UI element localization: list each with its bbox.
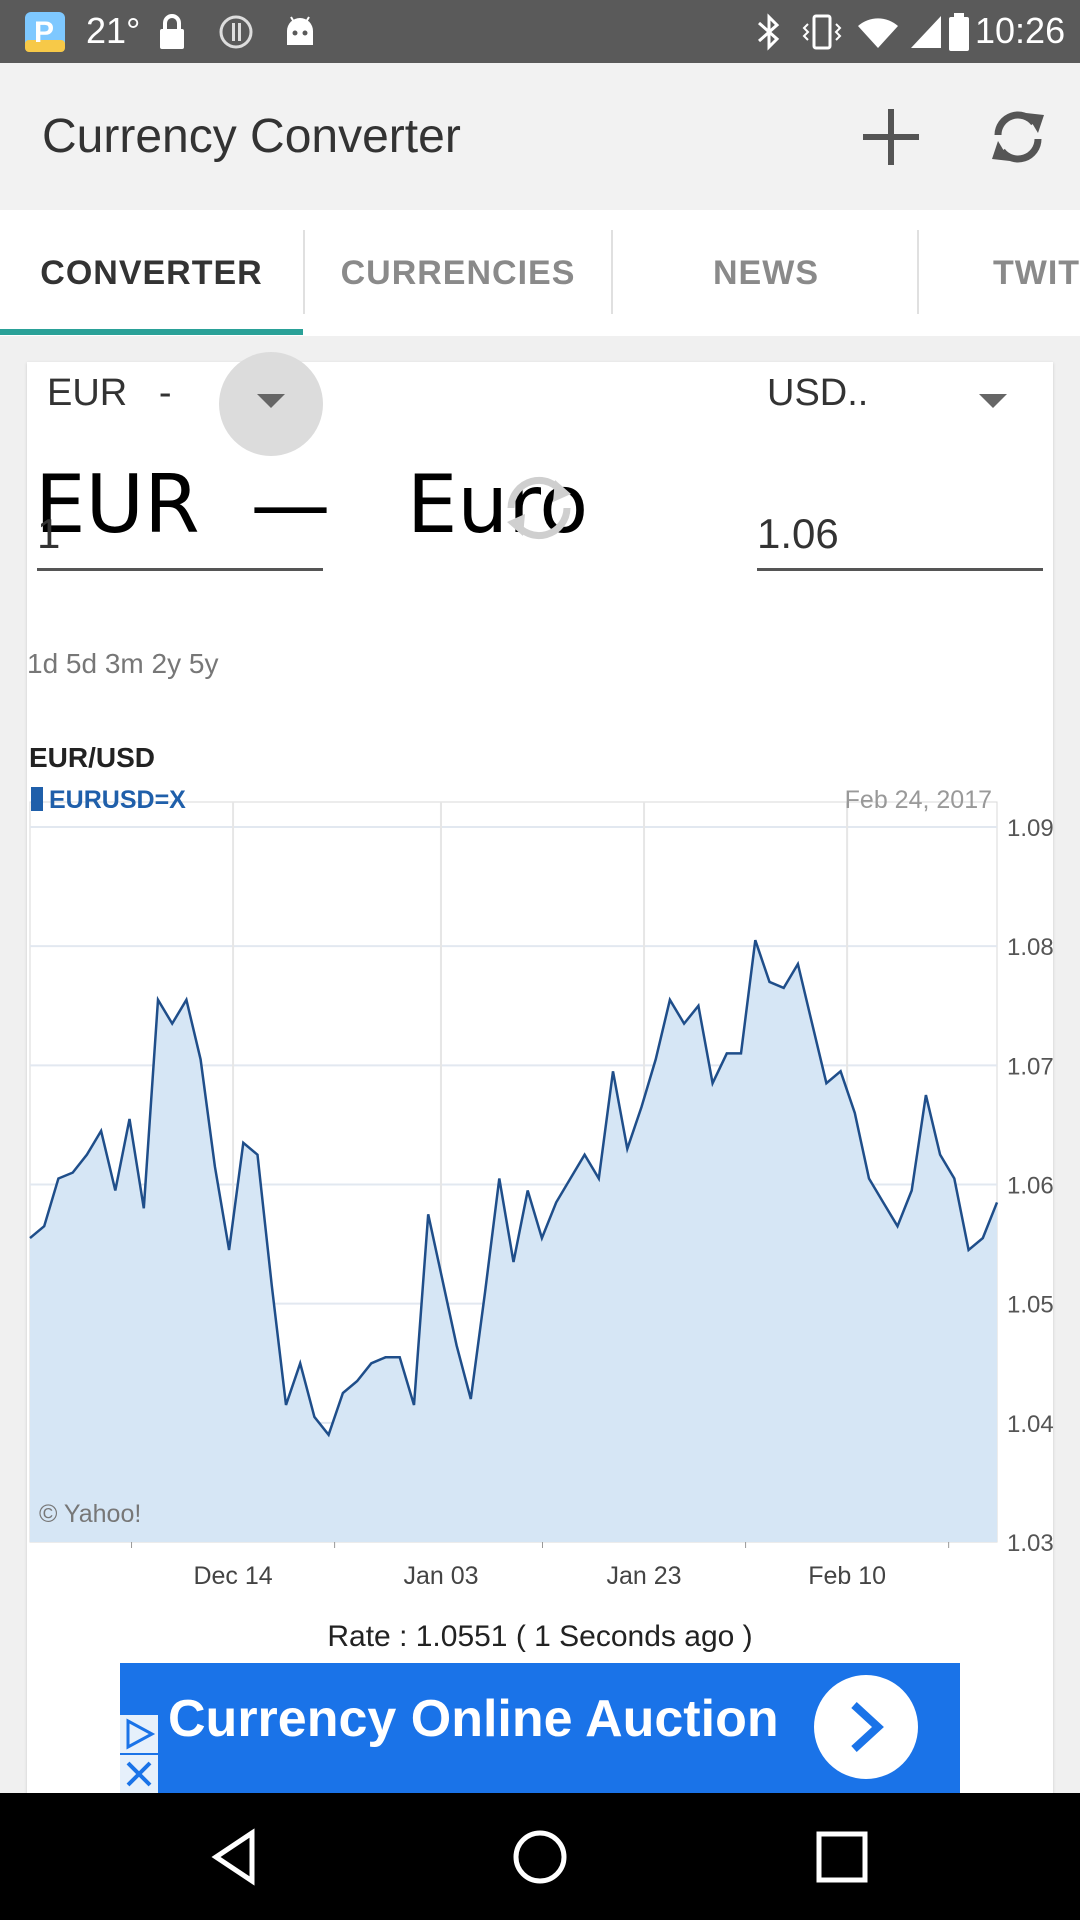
app-title: Currency Converter xyxy=(42,110,461,163)
android-icon xyxy=(282,12,318,52)
range-selector[interactable]: 1d 5d 3m 2y 5y xyxy=(27,648,219,679)
app-bar: Currency Converter xyxy=(0,63,1080,210)
chart-y-axis: 1.09 1.08 1.07 1.06 1.05 1.04 1.03 xyxy=(1007,815,1053,1557)
chart-title: EUR/USD xyxy=(29,742,155,773)
chart-y-tick-label: 1.06 xyxy=(1007,1173,1053,1200)
tab-divider xyxy=(303,230,305,314)
bluetooth-icon xyxy=(752,12,786,52)
ad-arrow-button[interactable] xyxy=(814,1675,918,1779)
tab-converter-label: CONVERTER xyxy=(40,253,263,292)
chart-y-tick-label: 1.07 xyxy=(1007,1053,1053,1080)
alert-icon xyxy=(218,12,254,52)
refresh-icon[interactable] xyxy=(982,101,1054,173)
currency-name-overlay: EUR — Euro xyxy=(35,458,589,551)
recents-icon[interactable] xyxy=(814,1829,870,1885)
add-icon[interactable] xyxy=(855,101,927,173)
chart-x-tick-label: Jan 23 xyxy=(607,1562,682,1590)
rate-text: Rate : 1.0551 ( 1 Seconds ago ) xyxy=(327,1620,753,1653)
to-amount-input[interactable]: 1.06 xyxy=(757,510,839,557)
home-icon[interactable] xyxy=(510,1827,570,1887)
tab-news[interactable]: NEWS xyxy=(613,210,919,336)
to-amount-underline xyxy=(757,568,1043,571)
tab-bar: CONVERTER CURRENCIES NEWS TWIT xyxy=(0,210,1080,336)
ad-text: Currency Online Auction xyxy=(168,1690,779,1748)
svg-text:P: P xyxy=(34,16,54,49)
chevron-down-icon xyxy=(257,394,285,408)
chart-y-tick-label: 1.04 xyxy=(1007,1411,1053,1438)
chart-area xyxy=(30,940,997,1542)
back-icon[interactable] xyxy=(206,1827,266,1887)
tab-currencies-label: CURRENCIES xyxy=(340,253,576,292)
signal-icon xyxy=(908,12,944,52)
tab-currencies[interactable]: CURRENCIES xyxy=(305,210,611,336)
chart-y-tick-label: 1.05 xyxy=(1007,1292,1053,1319)
chart-x-tick-label: Jan 03 xyxy=(403,1562,478,1590)
tab-twitter[interactable]: TWIT xyxy=(993,210,1080,336)
chart-y-tick-label: 1.09 xyxy=(1007,815,1053,842)
vibrate-icon xyxy=(802,12,842,52)
from-dropdown-button[interactable] xyxy=(219,352,323,456)
adchoices-icon[interactable] xyxy=(120,1715,158,1753)
converter-card: EUR - USD.. EUR — Euro 1 1.06 1d 5d 3m 2… xyxy=(27,352,1053,1852)
app-p-icon: P xyxy=(22,12,68,52)
navigation-bar xyxy=(0,1793,1080,1920)
tab-converter[interactable]: CONVERTER xyxy=(0,210,303,336)
to-currency-select[interactable]: USD.. xyxy=(767,372,869,414)
chart-credit: © Yahoo! xyxy=(39,1500,141,1528)
tab-divider xyxy=(611,230,613,314)
chart-legend-label: EURUSD=X xyxy=(49,786,186,814)
tab-divider xyxy=(917,230,919,314)
chart-y-tick-label: 1.08 xyxy=(1007,934,1053,961)
chart-series-line xyxy=(29,939,999,1438)
battery-icon xyxy=(948,12,970,52)
chart-y-tick-label: 1.03 xyxy=(1007,1530,1053,1557)
from-amount-underline xyxy=(37,568,323,571)
lock-icon xyxy=(156,12,188,52)
from-currency-select[interactable]: EUR - xyxy=(47,372,172,414)
tab-indicator xyxy=(0,329,303,335)
chart-x-tick-label: Feb 10 xyxy=(808,1562,886,1590)
chart-date-label: Feb 24, 2017 xyxy=(845,786,992,814)
status-bar: P 21° 10:26 xyxy=(0,0,1080,63)
tab-news-label: NEWS xyxy=(713,253,819,292)
from-amount-input[interactable]: 1 xyxy=(37,510,61,557)
temperature-text: 21° xyxy=(86,10,141,51)
chart-x-axis: Dec 14 Jan 03 Jan 23 Feb 10 xyxy=(131,1542,950,1590)
chevron-right-icon xyxy=(851,1702,884,1752)
wifi-icon xyxy=(856,12,900,52)
legend-swatch xyxy=(31,787,43,811)
ad-banner[interactable]: Currency Online Auction xyxy=(120,1663,960,1793)
chart-x-tick-label: Dec 14 xyxy=(193,1562,272,1590)
ad-close-icon[interactable] xyxy=(120,1755,158,1793)
tab-twitter-label: TWIT xyxy=(993,253,1080,292)
chevron-down-icon[interactable] xyxy=(977,392,1009,412)
swap-icon[interactable] xyxy=(497,466,581,550)
clock-text: 10:26 xyxy=(975,10,1066,51)
rate-chart: 1.09 1.08 1.07 1.06 1.05 1.04 1.03 Dec 14 Jan 0… xyxy=(29,742,1053,1590)
